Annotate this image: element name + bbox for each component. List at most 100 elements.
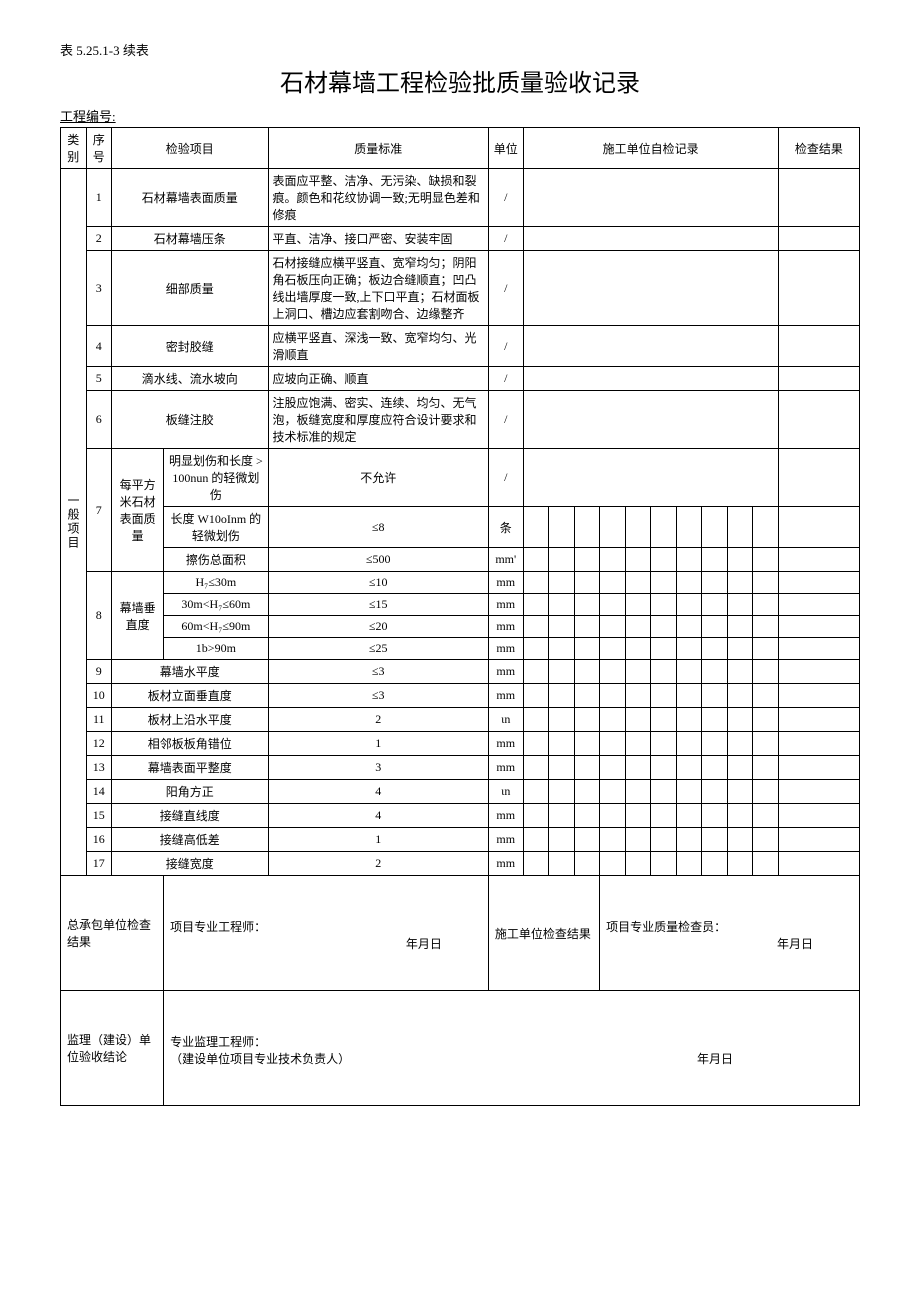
cell: 3 [86, 251, 112, 326]
cell: / [488, 326, 523, 367]
table-row: 13 幕墙表面平整度 3 mm [61, 756, 860, 780]
cell [676, 780, 702, 804]
cell [651, 756, 677, 780]
cell [753, 594, 779, 616]
cell: 应坡向正确、顺直 [268, 367, 488, 391]
cell [753, 732, 779, 756]
cell [676, 594, 702, 616]
cell [549, 548, 575, 572]
cell [600, 732, 626, 756]
supervisor-engineer-label: 专业监理工程师： [170, 1033, 853, 1050]
table-label: 表 5.25.1-3 续表 [60, 40, 860, 59]
cell [574, 732, 600, 756]
table-row: 11 板材上沿水平度 2 ιn [61, 708, 860, 732]
cell [778, 572, 859, 594]
table-row: 5 滴水线、流水坡向 应坡向正确、顺直 / [61, 367, 860, 391]
cell [549, 756, 575, 780]
cell: 不允许 [268, 449, 488, 507]
cell: mm [488, 638, 523, 660]
cell: 密封胶缝 [112, 326, 269, 367]
cell [702, 660, 728, 684]
table-row: 30m<H₇≤60m ≤15 mm [61, 594, 860, 616]
cell [651, 684, 677, 708]
contractor-result-label: 总承包单位检查结果 [61, 876, 164, 991]
cell [574, 638, 600, 660]
cell [523, 638, 549, 660]
cell: 石材幕墙压条 [112, 227, 269, 251]
date-label: 年月日 [697, 1050, 853, 1067]
cell [778, 660, 859, 684]
cell: 6 [86, 391, 112, 449]
cell: 11 [86, 708, 112, 732]
cell: 接缝宽度 [112, 852, 269, 876]
cell: 1 [268, 732, 488, 756]
cell [778, 169, 859, 227]
cell [778, 507, 859, 548]
cell [778, 326, 859, 367]
cell [753, 756, 779, 780]
cell [523, 732, 549, 756]
cell: ≤25 [268, 638, 488, 660]
cell [600, 828, 626, 852]
table-row: 长度 W10oInm 的轻微划伤 ≤8 条 [61, 507, 860, 548]
date-label: 年月日 [170, 935, 482, 952]
col-quality-std: 质量标准 [268, 128, 488, 169]
table-row: 14 阳角方正 4 ιn [61, 780, 860, 804]
cell [651, 594, 677, 616]
cell [727, 684, 753, 708]
col-check-result: 检查结果 [778, 128, 859, 169]
cell [574, 548, 600, 572]
cell [523, 660, 549, 684]
cell [600, 572, 626, 594]
cell [778, 804, 859, 828]
cell: mm [488, 660, 523, 684]
cell [625, 638, 651, 660]
cell: ≤500 [268, 548, 488, 572]
cell: ≤20 [268, 616, 488, 638]
cell [523, 828, 549, 852]
table-row: 9 幕墙水平度 ≤3 mm [61, 660, 860, 684]
cell [778, 391, 859, 449]
cell: / [488, 227, 523, 251]
cell [600, 594, 626, 616]
cell: / [488, 391, 523, 449]
cell: 接缝高低差 [112, 828, 269, 852]
cell [753, 708, 779, 732]
category-cell: 一般项目 [61, 169, 87, 876]
cell [523, 227, 778, 251]
cell [523, 251, 778, 326]
table-row: 15 接缝直线度 4 mm [61, 804, 860, 828]
cell [676, 616, 702, 638]
cell [778, 227, 859, 251]
cell: 接缝直线度 [112, 804, 269, 828]
cell: 5 [86, 367, 112, 391]
cell [523, 616, 549, 638]
cell [600, 708, 626, 732]
cell [549, 780, 575, 804]
cell [600, 852, 626, 876]
cell: 表面应平整、洁净、无污染、缺损和裂痕。颜色和花纹协调一致;无明显色差和修痕 [268, 169, 488, 227]
col-inspect-item: 检验项目 [112, 128, 269, 169]
cell [523, 852, 549, 876]
cell: 擦伤总面积 [164, 548, 268, 572]
cell [676, 804, 702, 828]
cell [676, 828, 702, 852]
cell: 2 [86, 227, 112, 251]
supervisor-sub-label: （建设单位项目专业技术负责人） [170, 1050, 350, 1067]
cell: 60m<H₇≤90m [164, 616, 268, 638]
cell [778, 616, 859, 638]
table-row: 16 接缝高低差 1 mm [61, 828, 860, 852]
project-no-label: 工程编号: [60, 106, 860, 125]
cell: 条 [488, 507, 523, 548]
col-category: 类别 [61, 128, 87, 169]
cell: 滴水线、流水坡向 [112, 367, 269, 391]
cell: mm [488, 732, 523, 756]
cell [753, 780, 779, 804]
cell: 4 [268, 804, 488, 828]
table-row: 3 细部质量 石材接缝应横平竖直、宽窄均匀；阴阳角石板压向正确；板边合缝顺直；凹… [61, 251, 860, 326]
cell [523, 780, 549, 804]
cell [651, 828, 677, 852]
cell [600, 616, 626, 638]
cell [600, 684, 626, 708]
cell [625, 507, 651, 548]
